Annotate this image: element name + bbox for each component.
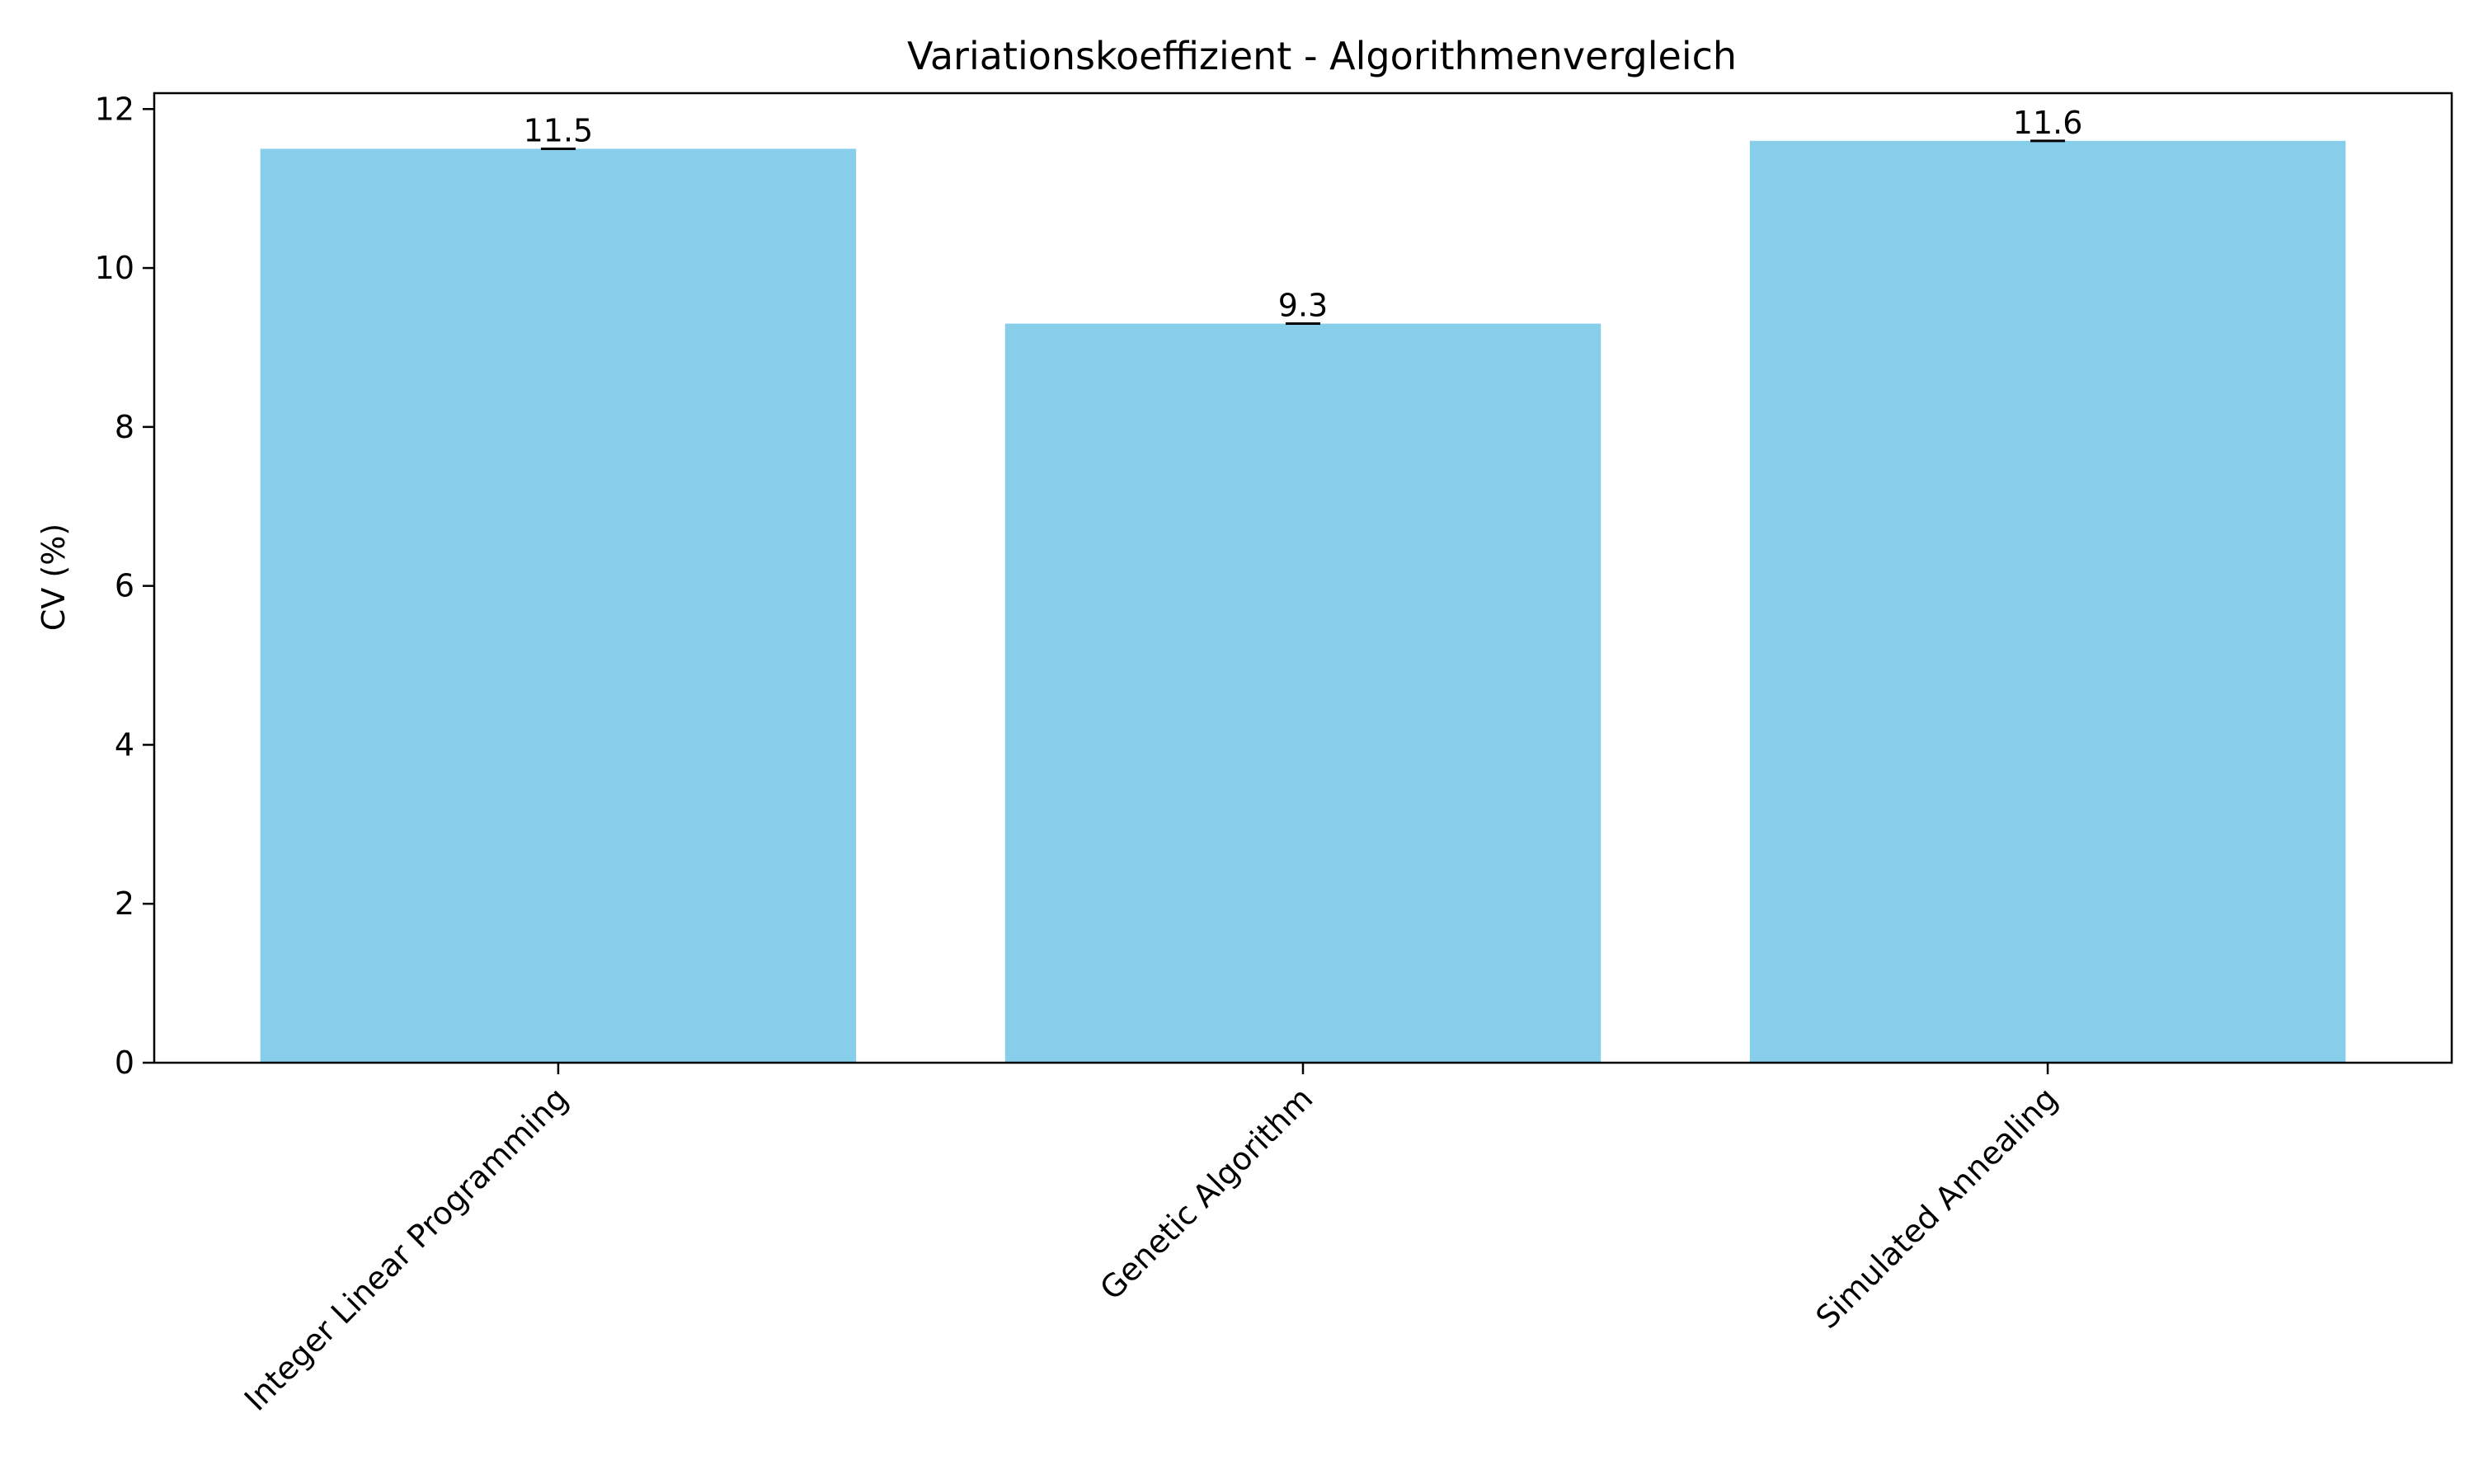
bar	[260, 148, 857, 1064]
bar-value-label: 11.5	[524, 112, 594, 148]
y-tick-label: 2	[115, 885, 134, 922]
bar	[1004, 323, 1602, 1063]
x-tick-label: Genetic Algorithm	[1093, 1080, 1319, 1307]
bars-group: 11.5 9.3 11.6	[260, 105, 2346, 1064]
y-tick-label: 8	[115, 409, 134, 445]
x-axis-ticks: Integer Linear Programming Genetic Algori…	[238, 1063, 2065, 1418]
y-axis-label: CV (%)	[35, 524, 72, 631]
y-tick-label: 4	[115, 726, 134, 763]
y-axis-ticks: 0 2 4 6 8 10 12	[95, 91, 154, 1081]
plot-frame	[153, 92, 2453, 1064]
bar-value-label: 9.3	[1278, 288, 1328, 324]
chart-title: Variationskoeffizient - Algorithmenvergl…	[907, 34, 1737, 78]
x-tick-label: Simulated Annealing	[1809, 1080, 2065, 1336]
bar	[1749, 140, 2346, 1063]
y-tick-label: 12	[95, 91, 134, 127]
y-tick-label: 0	[115, 1045, 134, 1081]
x-tick-label: Integer Linear Programming	[238, 1080, 575, 1417]
bar-value-label: 11.6	[2013, 105, 2083, 141]
y-tick-label: 10	[95, 250, 134, 286]
y-tick-label: 6	[115, 568, 134, 604]
